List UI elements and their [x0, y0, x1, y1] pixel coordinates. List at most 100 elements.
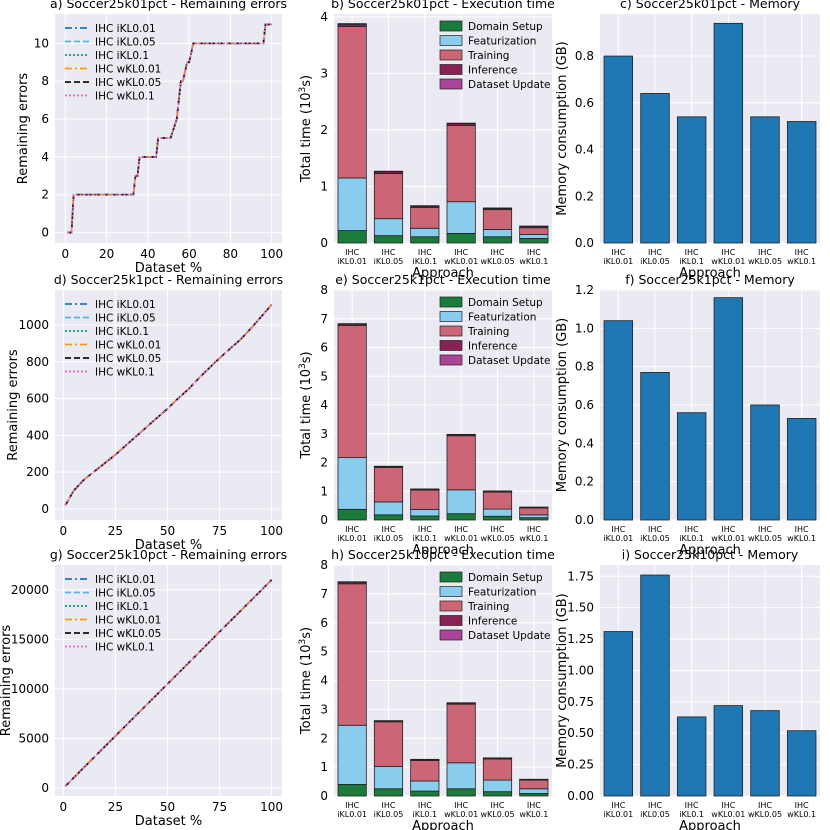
panel-a-y-tick-label: 0	[41, 226, 49, 240]
panel-h-y-tick-label: 2	[320, 731, 328, 745]
panel-e-bar-segment-training	[482, 491, 513, 510]
panel-c-y-tick-label: 0.4	[575, 143, 594, 157]
panel-e-bar-segment-dataset-update	[446, 433, 476, 436]
panel-d-series-line-6	[64, 304, 273, 506]
panel-e-y-tick-label: 4	[320, 398, 328, 412]
panel-d-y-tick-label: 600	[26, 392, 49, 406]
panel-e-bar-segment-training	[337, 324, 367, 459]
panel-e-legend-label: Inference	[468, 341, 517, 353]
panel-e-legend-swatch	[439, 325, 463, 337]
panel-e-x-tick-label: iKL0.1	[413, 534, 438, 543]
panel-c-bar	[713, 22, 744, 244]
panel-e-x-tick-label: iKL0.01	[337, 534, 367, 543]
panel-h-bar-segment-domain-setup	[446, 788, 476, 797]
panel-b-legend-label: Dataset Update	[468, 79, 550, 91]
panel-f-y-tick-label: 0.6	[575, 398, 594, 412]
panel-a-legend-label: IHC wKL0.01	[95, 64, 161, 76]
panel-c-x-tick-label: IHC	[685, 248, 699, 257]
panel-b-bar-segment-featurization	[337, 177, 367, 231]
panel-i-y-tick-label: 1.75	[567, 569, 594, 583]
panel-f-y-tick-label: 0.2	[575, 475, 594, 489]
panel-h-legend-swatch	[439, 586, 463, 597]
panel-b-x-tick-label: IHC	[345, 248, 359, 257]
panel-g-y-tick-label: 15000	[11, 632, 49, 646]
panel-h-bar-segment-featurization	[337, 724, 367, 785]
panel-i-y-tick-label: 1.25	[567, 632, 594, 646]
panel-h-x-tick-label: iKL0.01	[337, 810, 367, 819]
panel-f-y-tick-label: 1.0	[575, 321, 594, 335]
panel-b-legend-swatch	[439, 20, 463, 32]
panel-e-x-tick-label: IHC	[527, 525, 541, 534]
panel-e-bar-segment-dataset-update	[373, 465, 404, 468]
panel-d-legend-label: IHC iKL0.05	[95, 313, 156, 325]
panel-c-x-axis-label: Approach	[679, 266, 741, 281]
panel-i-x-axis-label: Approach	[679, 819, 741, 830]
panel-b-x-tick-label: IHC	[382, 248, 396, 257]
panel-i-x-tick-label: iKL0.05	[640, 810, 670, 819]
panel-c-x-tick-label: IHC	[611, 248, 625, 257]
panel-f-x-tick-label: iKL0.05	[640, 534, 670, 543]
panel-h-legend-label: Dataset Update	[468, 630, 550, 642]
panel-i-y-tick-label: 0.00	[567, 789, 594, 803]
panel-b-x-tick-label: IHC	[418, 248, 432, 257]
panel-b-bar-segment-dataset-update	[482, 207, 513, 209]
panel-e-x-tick-label: IHC	[418, 525, 432, 534]
panel-h-legend-swatch	[439, 629, 463, 641]
panel-b-bar-segment-dataset-update	[519, 225, 549, 228]
panel-h-y-tick-label: 6	[320, 616, 328, 630]
panel-c-x-tick-label: iKL0.05	[640, 257, 670, 266]
panel-a-x-tick-label: 100	[260, 247, 283, 261]
panel-c-x-tick-label: IHC	[721, 248, 735, 257]
panel-e-x-tick-label: IHC	[454, 525, 468, 534]
panel-d-x-tick-label: 0	[60, 524, 68, 538]
panel-h-x-tick-label: iKL0.05	[374, 810, 404, 819]
panel-d-y-tick-label: 0	[41, 502, 49, 516]
panel-h-bar-segment-featurization	[519, 788, 549, 794]
panel-b-bar-segment-training	[410, 206, 440, 229]
panel-b-legend-label: Domain Setup	[468, 21, 543, 33]
panel-h-bar-segment-dataset-update	[410, 758, 440, 761]
panel-g-legend-label: IHC wKL0.1	[95, 642, 155, 654]
panel-f-y-tick-label: 0.4	[575, 436, 594, 450]
panel-h-x-tick-label: IHC	[418, 801, 432, 810]
panel-h-x-tick-label: IHC	[527, 801, 541, 810]
panel-h-x-tick-label: wKL0.01	[444, 810, 478, 819]
panel-i-title: i) Soccer25k10pct - Memory	[622, 547, 799, 562]
panel-b-x-tick-label: iKL0.01	[337, 257, 367, 266]
panel-h-y-tick-label: 4	[320, 674, 328, 688]
panel-e-x-axis-label: Approach	[412, 543, 474, 558]
panel-e-bar-segment-domain-setup	[337, 508, 367, 521]
panel-e-bar-segment-featurization	[482, 508, 513, 517]
panel-f-x-tick-label: wKL0.01	[711, 534, 745, 543]
panel-c-x-tick-label: IHC	[648, 248, 662, 257]
panel-b-bar-segment-training	[373, 173, 404, 220]
panel-f-x-axis-label: Approach	[679, 543, 741, 558]
panel-i-y-axis-label: Memory consumption (GB)	[555, 593, 570, 767]
panel-f-x-tick-label: IHC	[611, 525, 625, 534]
panel-a-y-tick-label: 8	[41, 74, 49, 88]
panel-i-y-tick-label: 1.50	[567, 601, 594, 615]
panel-h-bar-segment-domain-setup	[373, 788, 404, 797]
panel-b-bar-segment-domain-setup	[519, 238, 549, 244]
panel-h-bar-segment-domain-setup	[337, 784, 367, 797]
panel-i-x-tick-label: iKL0.1	[679, 810, 704, 819]
panel-e-legend-label: Domain Setup	[468, 297, 543, 309]
panel-f-x-tick-label: IHC	[795, 525, 809, 534]
panel-h-bar-segment-dataset-update	[446, 702, 476, 704]
panel-g-legend-label: IHC iKL0.1	[95, 601, 149, 613]
panel-c-bar	[640, 93, 670, 244]
panel-c-x-tick-label: wKL0.01	[711, 257, 745, 266]
panel-h-legend-label: Inference	[468, 616, 517, 628]
panel-i-x-tick-label: IHC	[611, 801, 625, 810]
panel-d-y-tick-label: 1000	[18, 318, 49, 332]
panel-f: 0.0 0.2 0.4 0.6 0.8 1.0 1.2 f) Soccer25k1pct - …	[555, 272, 820, 558]
panel-e-legend-swatch	[439, 296, 463, 308]
panel-c-y-tick-label: 0.8	[575, 49, 594, 63]
panel-e-bar-segment-domain-setup	[482, 515, 513, 521]
panel-e-legend-label: Featurization	[468, 312, 536, 324]
panel-b-x-tick-label: wKL0.01	[444, 257, 478, 266]
panel-b-legend-swatch	[439, 78, 463, 90]
panel-h-y-tick-label: 3	[320, 702, 328, 716]
panel-f-bar	[640, 372, 670, 521]
panel-c-bar	[750, 116, 780, 244]
